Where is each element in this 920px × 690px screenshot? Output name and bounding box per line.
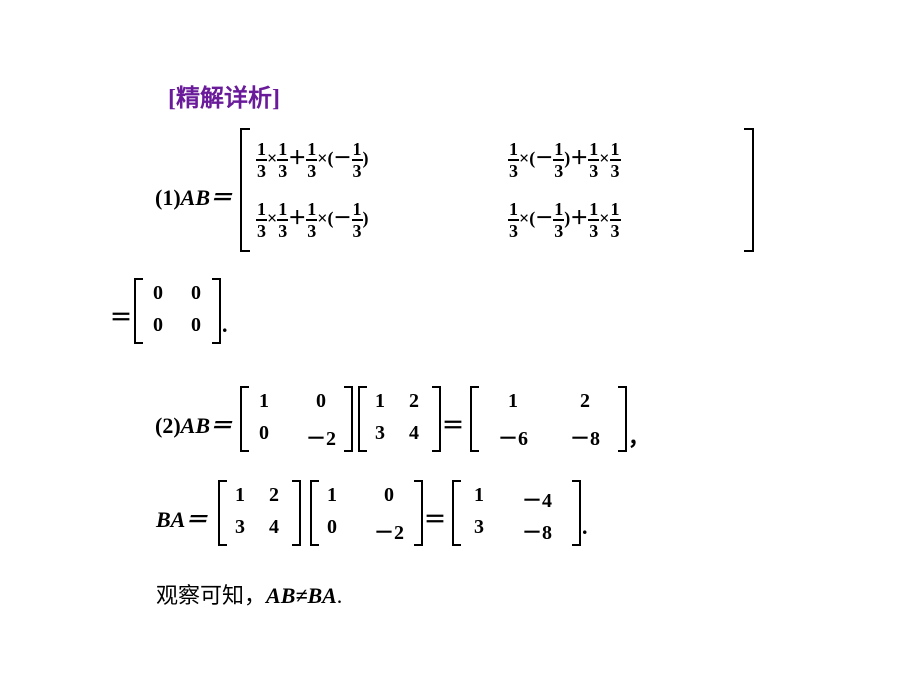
conclusion-main: AB≠BA <box>266 583 337 608</box>
eq3-mR-11: －8 <box>512 516 562 545</box>
frac: 13 <box>256 140 267 180</box>
eq1-res-00: 0 <box>148 282 168 305</box>
eq3-mB-00: 1 <box>322 484 342 507</box>
eq2-mA-00: 1 <box>254 390 274 413</box>
eq2-mB-01: 2 <box>404 390 424 413</box>
eq1-res-eq: ＝ <box>110 300 132 332</box>
eq1-r1c2: 13×(－13)＋13×13 <box>508 140 621 180</box>
eq2-mR-br <box>618 386 627 452</box>
conclusion-pre: 观察可知， <box>156 583 266 608</box>
eq3-mR-bl <box>452 480 461 546</box>
eq2-mB-00: 1 <box>370 390 390 413</box>
conclusion-post: . <box>337 583 343 608</box>
eq2-label: (2)AB＝ <box>155 408 232 440</box>
eq3-mA-10: 3 <box>230 516 250 539</box>
eq1-res-bl <box>134 278 143 344</box>
eq2-mB-10: 3 <box>370 422 390 445</box>
eq2-mR-00: 1 <box>488 390 538 413</box>
eq1-res-11: 0 <box>186 314 206 337</box>
eq3-mR-10: 3 <box>464 516 494 539</box>
eq3-eq: ＝ <box>424 502 446 534</box>
eq1-bracket-r <box>744 128 754 252</box>
eq3-mB-bl <box>310 480 319 546</box>
page: [精解详析] (1)AB＝ 13×13＋13×(－13) 13×(－13)＋13… <box>0 0 920 690</box>
eq3-suffix: . <box>582 514 588 540</box>
eq3-mA-01: 2 <box>264 484 284 507</box>
eq2-mA-bl <box>240 386 249 452</box>
eq3-mR-01: －4 <box>512 484 562 513</box>
eq3-mB-br <box>414 480 423 546</box>
eq2-mA-10: 0 <box>254 422 274 445</box>
eq2-mB-br <box>432 386 441 452</box>
eq3-mA-bl <box>218 480 227 546</box>
eq2-suffix: ， <box>628 420 650 452</box>
eq2-mR-bl <box>470 386 479 452</box>
eq1-r1c1: 13×13＋13×(－13) <box>256 140 369 180</box>
eq2-mA-br <box>344 386 353 452</box>
eq1-lhs: AB＝ <box>181 185 232 210</box>
eq1-label: (1)AB＝ <box>155 180 232 212</box>
eq2-num: (2) <box>155 413 181 438</box>
eq2-mB-bl <box>358 386 367 452</box>
eq2-mR-01: 2 <box>560 390 610 413</box>
eq1-num: (1) <box>155 185 181 210</box>
eq1-res-br <box>212 278 221 344</box>
eq1-bracket-l <box>240 128 250 252</box>
eq3-mB-11: －2 <box>366 516 412 545</box>
heading: [精解详析] <box>168 78 280 113</box>
eq2-mB-11: 4 <box>404 422 424 445</box>
eq2-mA-11: －2 <box>298 422 344 451</box>
eq3-mA-br <box>292 480 301 546</box>
eq3-lhs: BA＝ <box>156 502 207 534</box>
conclusion: 观察可知，AB≠BA. <box>156 578 342 610</box>
eq3-mA-00: 1 <box>230 484 250 507</box>
eq2-mR-10: －6 <box>488 422 538 451</box>
eq1-r2c1: 13×13＋13×(－13) <box>256 200 369 240</box>
eq1-res-01: 0 <box>186 282 206 305</box>
eq2-mR-11: －8 <box>560 422 610 451</box>
eq3-mB-10: 0 <box>322 516 342 539</box>
eq2-mA-01: 0 <box>298 390 344 413</box>
eq3-mR-br <box>572 480 581 546</box>
eq1-r2c2: 13×(－13)＋13×13 <box>508 200 621 240</box>
eq1-res-suffix: . <box>222 312 228 338</box>
eq3-mA-11: 4 <box>264 516 284 539</box>
eq2-eq: ＝ <box>442 408 464 440</box>
eq2-lhs: AB＝ <box>181 413 232 438</box>
eq1-res-10: 0 <box>148 314 168 337</box>
eq3-mB-01: 0 <box>366 484 412 507</box>
eq3-mR-00: 1 <box>464 484 494 507</box>
